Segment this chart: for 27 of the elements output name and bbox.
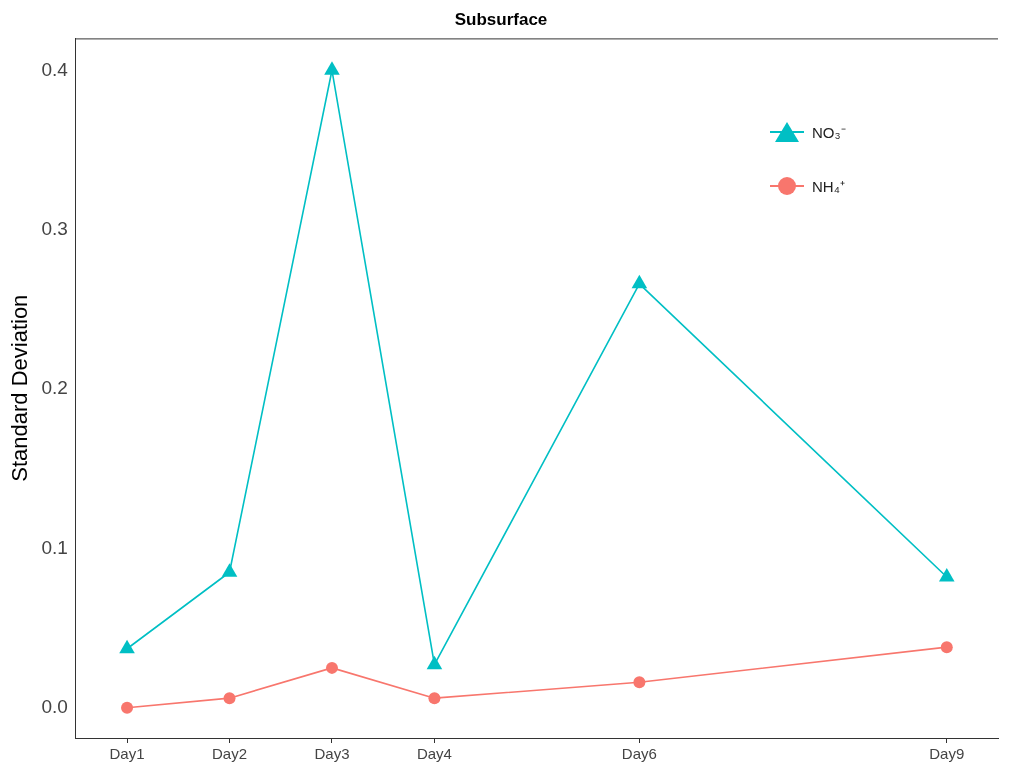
point — [324, 61, 340, 75]
point — [426, 655, 443, 670]
x-tick-label: Day9 — [929, 745, 965, 763]
y-tick-label: 0.0 — [41, 695, 68, 717]
point — [121, 701, 134, 714]
y-tick-label: 0.2 — [41, 377, 68, 399]
point — [221, 563, 238, 577]
point — [938, 568, 955, 582]
chart-title: Subsurface — [454, 9, 548, 29]
y-tick-label: 0.4 — [41, 58, 69, 80]
point — [428, 692, 441, 705]
legend-label: NO₃⁻ — [812, 123, 846, 142]
x-tick-label: Day2 — [211, 745, 248, 763]
x-tick-label: Day1 — [109, 745, 145, 763]
x-tick-label: Day3 — [314, 745, 350, 763]
point — [325, 661, 338, 674]
legend-label: NH₄⁺ — [812, 177, 845, 196]
point — [119, 639, 135, 654]
point — [633, 676, 646, 689]
x-tick-label: Day6 — [621, 745, 657, 763]
point — [223, 692, 236, 705]
y-axis-title: Standard Deviation — [7, 294, 33, 482]
x-tick-label: Day4 — [416, 745, 452, 763]
point — [631, 274, 648, 289]
y-tick-label: 0.1 — [41, 536, 68, 558]
point — [940, 641, 953, 654]
y-tick-label: 0.3 — [41, 217, 68, 239]
